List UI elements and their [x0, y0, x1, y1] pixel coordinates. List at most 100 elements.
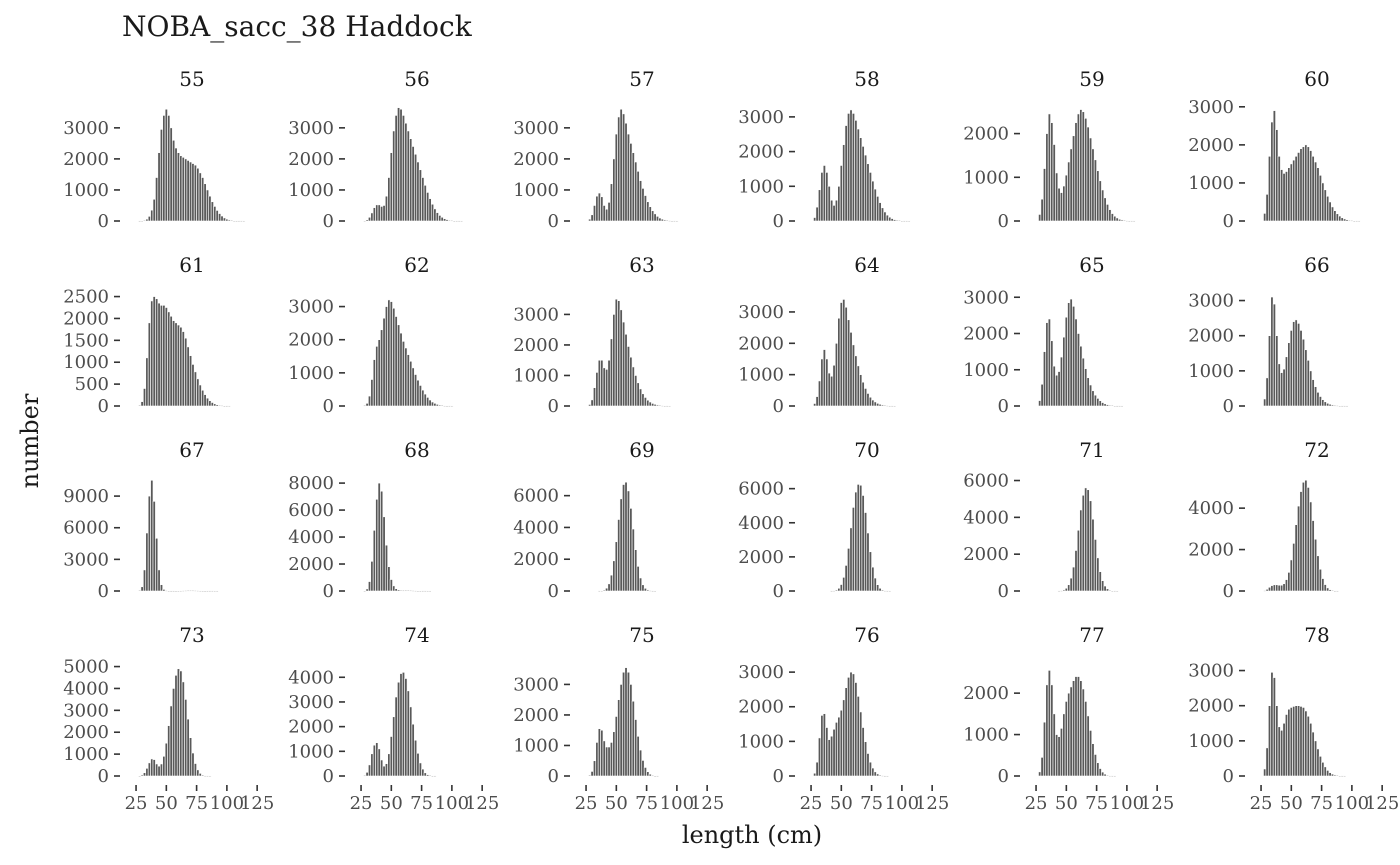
histogram-bar — [189, 590, 193, 592]
histogram-bar — [1062, 336, 1066, 407]
histogram-bar — [605, 208, 609, 222]
histogram-bar — [631, 152, 635, 222]
histogram-bar — [368, 764, 372, 777]
y-tick-label: 0 — [548, 581, 559, 602]
histogram-bar — [157, 569, 161, 592]
histogram-bar — [1292, 706, 1296, 777]
histogram-bar — [164, 590, 168, 592]
histogram-bar — [834, 589, 838, 592]
y-tick-label: 0 — [1223, 766, 1234, 787]
histogram-bar — [631, 700, 635, 777]
histogram-bar — [147, 322, 151, 407]
histogram-bar — [201, 774, 205, 777]
histogram-bar — [856, 696, 860, 777]
histogram-bar — [1040, 198, 1044, 222]
histogram-bar — [1292, 321, 1296, 407]
histogram-bar — [421, 768, 425, 777]
y-tick-label: 0 — [998, 211, 1009, 232]
facet-panel-55: 55 0 1000 2000 3000 — [63, 67, 246, 232]
histogram-bar — [1055, 374, 1059, 407]
histogram-bar — [873, 771, 877, 777]
y-tick-label: 2000 — [963, 683, 1009, 704]
facet-label: 77 — [1079, 623, 1104, 647]
facet-label: 58 — [854, 67, 879, 91]
histogram-bar — [619, 498, 623, 592]
histogram-bar — [820, 358, 824, 407]
histogram-bar — [1072, 135, 1076, 222]
histogram-bar — [433, 403, 437, 407]
histogram-bar — [1347, 219, 1351, 222]
histogram-bar — [1287, 708, 1291, 777]
histogram-bar — [1074, 318, 1078, 407]
histogram-bar — [873, 577, 877, 592]
histogram-bar — [600, 359, 604, 407]
y-tick-label: 1000 — [513, 735, 559, 756]
histogram-bar — [893, 219, 897, 222]
histogram-bar — [1275, 705, 1279, 777]
histogram-bar — [201, 590, 205, 592]
histogram-bar — [1333, 590, 1337, 592]
histogram-bar — [1272, 110, 1276, 222]
histogram-bar — [159, 129, 163, 222]
y-tick-label: 1000 — [1188, 361, 1234, 382]
facet-label: 74 — [404, 623, 429, 647]
y-tick-label: 3000 — [288, 118, 334, 139]
histogram-bar — [1343, 775, 1347, 778]
histogram-bar — [416, 161, 420, 222]
histogram-bar — [1321, 761, 1325, 777]
histogram-bar — [1309, 722, 1313, 777]
histogram-bar — [595, 742, 599, 777]
histogram-bar — [1314, 740, 1318, 777]
histogram-bar — [609, 338, 613, 407]
x-tick-label: 50 — [155, 793, 178, 814]
histogram-bar — [397, 681, 401, 777]
histogram-bar — [1038, 400, 1042, 407]
histogram-bar — [418, 385, 422, 407]
histogram-bar — [614, 541, 618, 592]
histogram-bar — [143, 569, 147, 592]
histogram-bar — [1043, 351, 1047, 407]
histogram-bar — [138, 590, 142, 592]
facet-panel-62: 62 0 1000 2000 3000 — [288, 253, 454, 417]
x-tick-label: 100 — [885, 793, 919, 814]
histogram-bar — [1084, 487, 1088, 592]
histogram-bar — [1115, 590, 1119, 593]
x-tick-label: 75 — [1310, 793, 1333, 814]
histogram-bar — [849, 527, 853, 592]
histogram-bar — [639, 577, 643, 592]
histogram-bar — [663, 219, 667, 222]
histogram-bar — [421, 389, 425, 407]
y-tick-label: 1500 — [63, 330, 109, 351]
histogram-bar — [866, 163, 870, 222]
y-tick-label: 1000 — [963, 725, 1009, 746]
histogram-bar — [634, 375, 638, 407]
facet-label: 68 — [404, 438, 429, 462]
histogram-bar — [167, 590, 171, 592]
histogram-bar — [643, 397, 647, 407]
histogram-bar — [1079, 109, 1083, 222]
y-tick-label: 3000 — [63, 700, 109, 721]
histogram-bar — [372, 207, 376, 222]
histogram-bar — [820, 715, 824, 777]
histogram-bar — [837, 185, 841, 222]
histogram-bar — [1108, 209, 1112, 222]
histogram-bar — [1105, 588, 1110, 592]
histogram-bar — [612, 560, 616, 592]
histogram-bar — [1045, 133, 1049, 222]
histogram-bar — [411, 146, 415, 222]
histogram-bar — [885, 405, 889, 407]
histogram-bar — [433, 775, 437, 778]
histogram-bar — [205, 775, 210, 777]
y-tick-label: 1000 — [513, 180, 559, 201]
histogram-bar — [1338, 405, 1342, 407]
histogram-bar — [651, 590, 655, 592]
y-tick-label: 0 — [98, 396, 109, 417]
histogram-bar — [389, 152, 393, 222]
histogram-bar — [878, 403, 882, 407]
histogram-bar — [1074, 550, 1078, 592]
